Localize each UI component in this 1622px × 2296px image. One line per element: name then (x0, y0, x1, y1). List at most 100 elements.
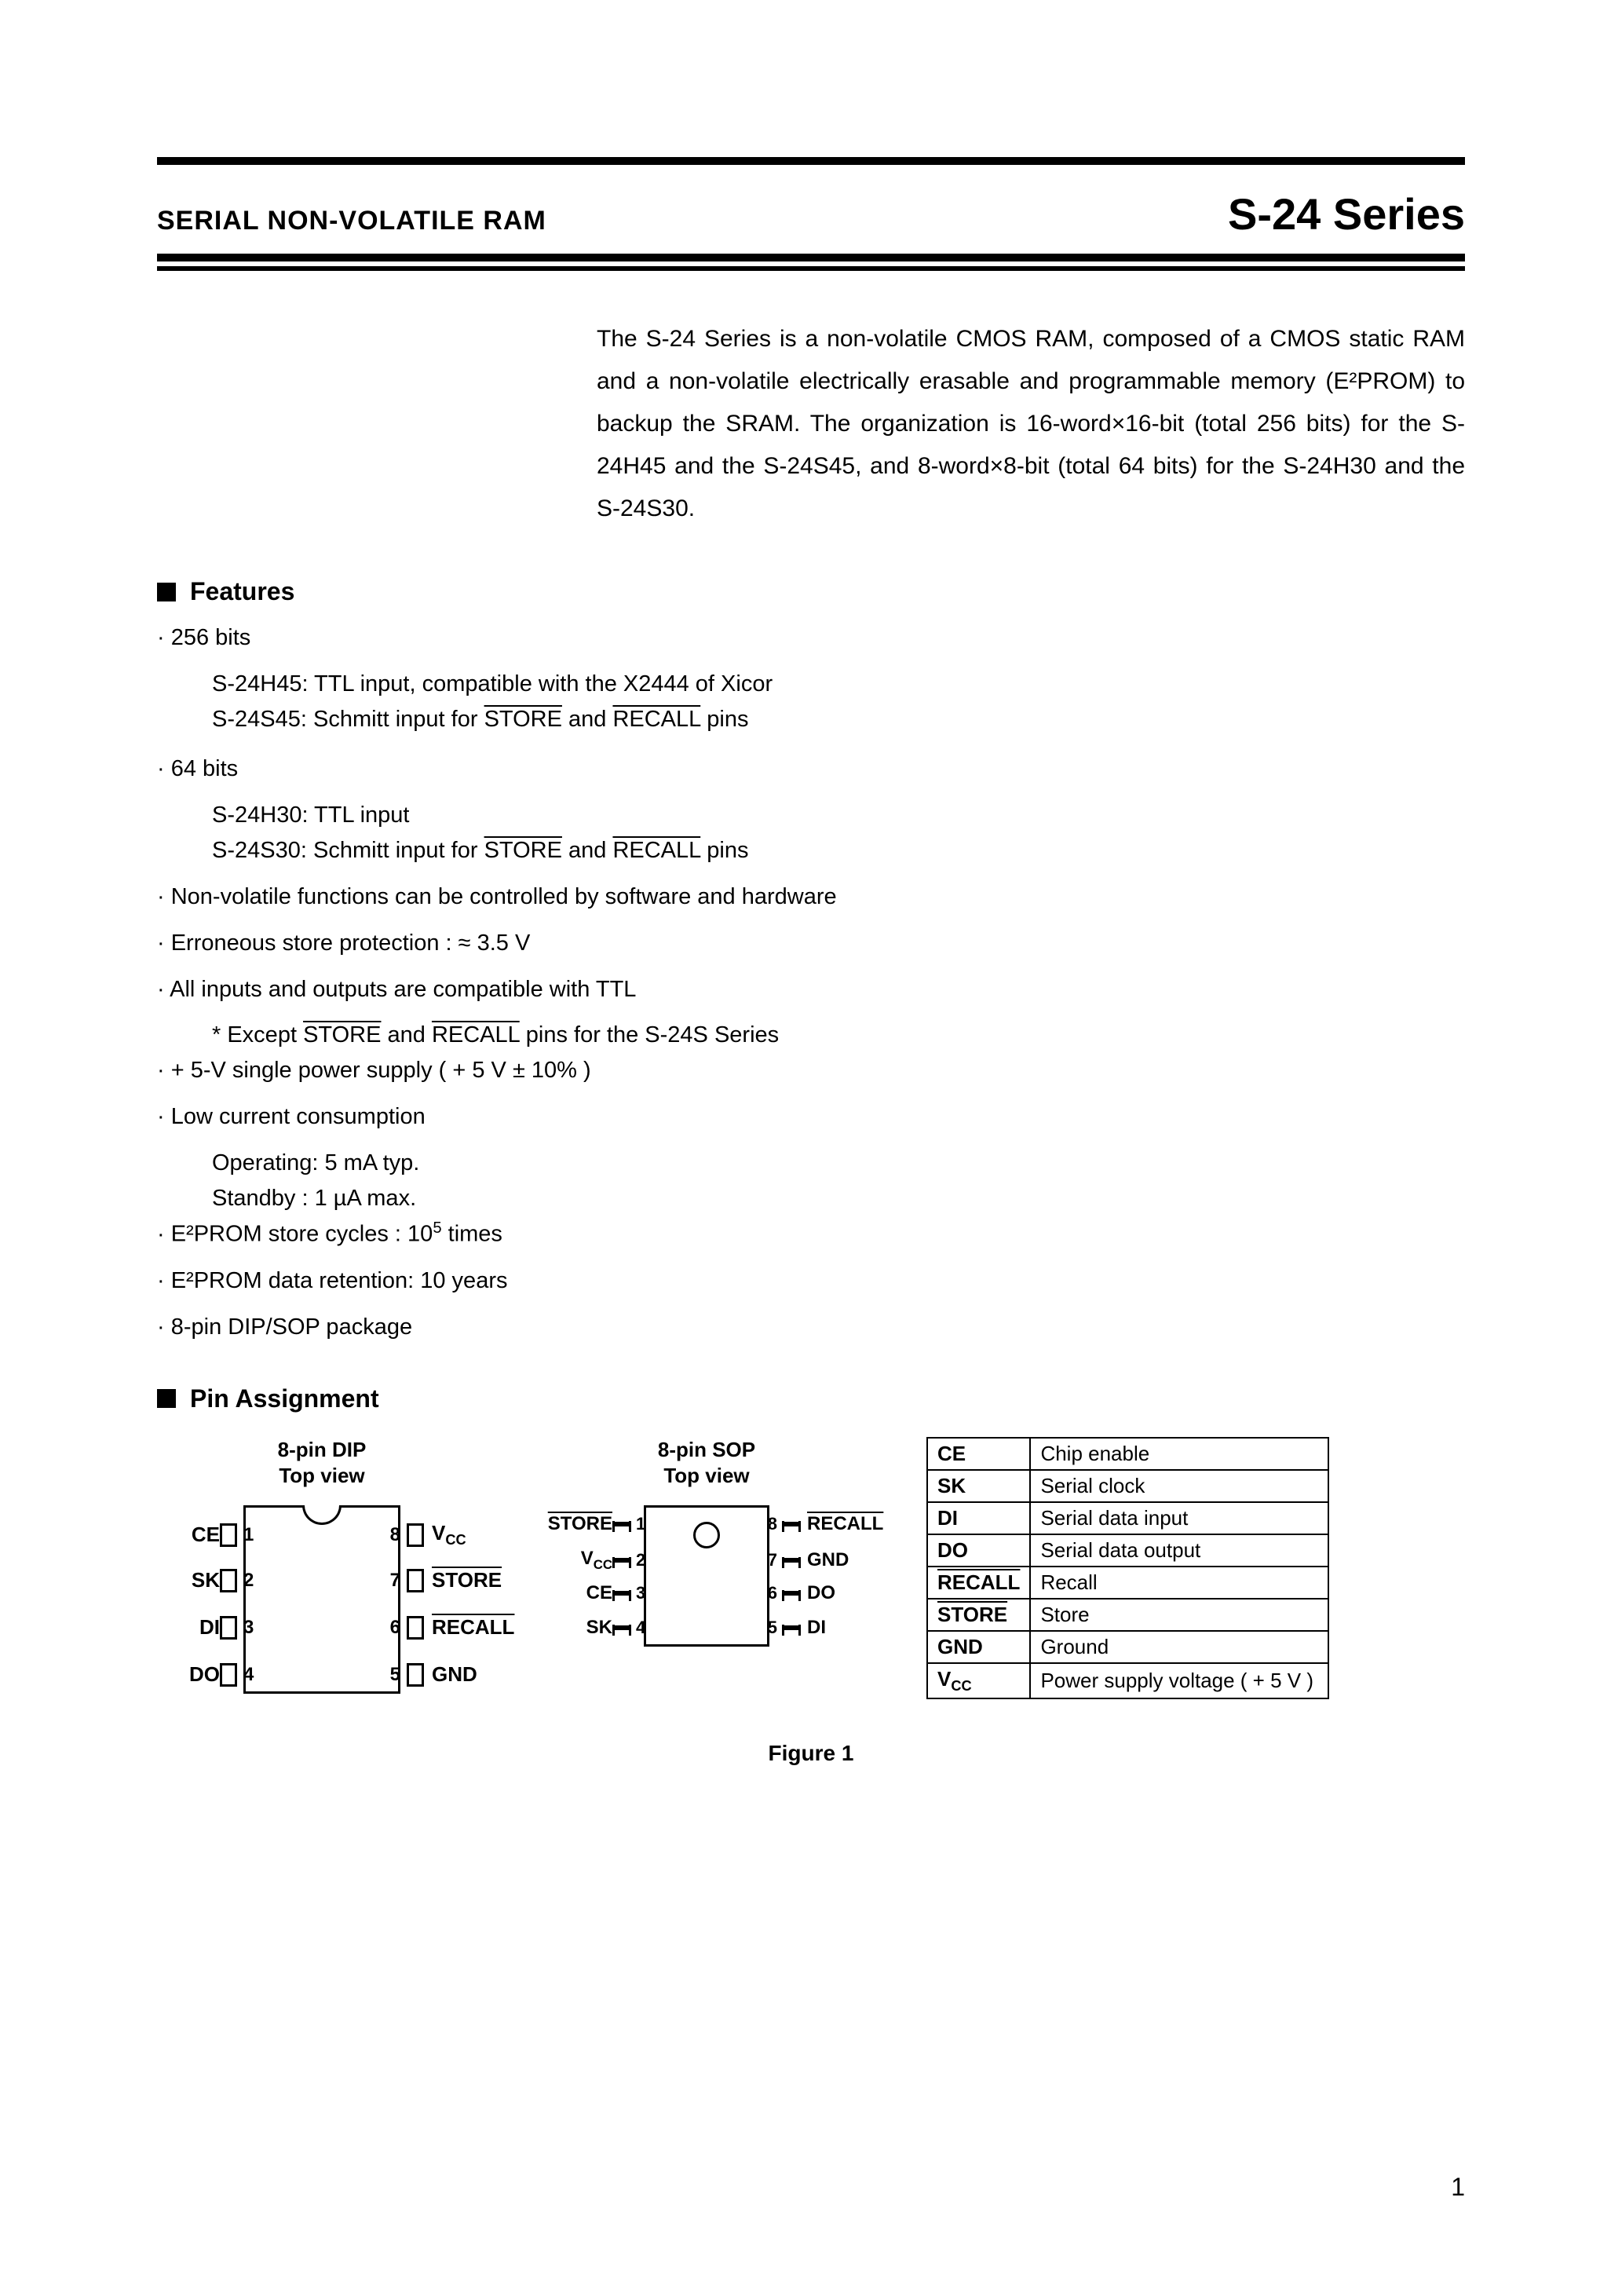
top-rule (157, 157, 1465, 165)
features-title: Features (190, 577, 294, 606)
sop-pin-row: SK45DI (534, 1617, 879, 1639)
pin-desc-cell: Recall (1030, 1567, 1328, 1599)
table-row: DOSerial data output (927, 1534, 1328, 1567)
sop-pin-label: SK (534, 1617, 612, 1639)
pin-desc-cell: Serial clock (1030, 1470, 1328, 1502)
pin-desc-cell: Chip enable (1030, 1438, 1328, 1470)
figure-caption: Figure 1 (157, 1741, 1465, 1766)
dip-pin-label: GND (424, 1662, 487, 1687)
pin-pad-icon (407, 1616, 424, 1640)
dip-pin-label: DI (157, 1615, 220, 1640)
txt: * Except (212, 1022, 303, 1047)
pin-name-cell: STORE (927, 1599, 1030, 1631)
feature-ttl: All inputs and outputs are compatible wi… (157, 972, 1465, 1007)
features-list: 256 bits S-24H45: TTL input, compatible … (157, 620, 1465, 1345)
table-row: VCCPower supply voltage ( + 5 V ) (927, 1663, 1328, 1698)
pin-pad-icon (407, 1663, 424, 1687)
table-row: STOREStore (927, 1599, 1328, 1631)
dip-block: 8-pin DIP Top view CE18VCCSK27STOREDI36R… (157, 1437, 487, 1702)
dip-pin-num: 2 (237, 1570, 261, 1592)
pin-desc-cell: Serial data input (1030, 1502, 1328, 1534)
pin-pad-icon (407, 1569, 424, 1592)
dip-pin-label: VCC (424, 1521, 487, 1548)
dip-pin-num: 1 (237, 1524, 261, 1546)
feature-low-op: Operating: 5 mA typ. (157, 1146, 1465, 1181)
pin-heading: Pin Assignment (157, 1384, 1465, 1413)
txt: Top view (279, 1464, 364, 1487)
txt: E²PROM store cycles : 10 (171, 1222, 433, 1247)
dip-pin-num: 7 (383, 1570, 407, 1592)
sop-pin-num: 3 (631, 1583, 652, 1603)
dip-pin-label: DO (157, 1662, 220, 1687)
pin-table: CEChip enableSKSerial clockDISerial data… (926, 1437, 1329, 1699)
table-row: SKSerial clock (927, 1470, 1328, 1502)
txt: S-24S45: Schmitt input for (212, 707, 484, 732)
dip-pin-label: STORE (424, 1568, 487, 1592)
dip-pin-row: DO45GND (157, 1662, 487, 1687)
series-title: S-24 Series (1228, 188, 1465, 239)
txt: S-24S30: Schmitt input for (212, 838, 484, 863)
pin-name-cell: GND (927, 1631, 1030, 1663)
sop-pin-num: 2 (631, 1550, 652, 1570)
sop-pin-num: 6 (762, 1583, 782, 1603)
pin-pad-icon (220, 1616, 237, 1640)
page: SERIAL NON-VOLATILE RAM S-24 Series The … (0, 0, 1622, 2296)
feature-256-sub2: S-24S45: Schmitt input for STORE and REC… (157, 702, 1465, 737)
feature-ps: + 5-V single power supply ( + 5 V ± 10% … (157, 1053, 1465, 1088)
exponent: 5 (433, 1219, 441, 1237)
intro-paragraph: The S-24 Series is a non-volatile CMOS R… (597, 318, 1465, 530)
feature-256-sub1: S-24H45: TTL input, compatible with the … (157, 667, 1465, 702)
recall-overline: RECALL (432, 1022, 520, 1047)
pin-name-cell: DO (927, 1534, 1030, 1567)
pin-name-cell: SK (927, 1470, 1030, 1502)
txt: pins (700, 707, 748, 732)
page-number: 1 (1451, 2173, 1465, 2202)
dip-title: 8-pin DIP Top view (157, 1437, 487, 1490)
dip-pin-num: 5 (383, 1664, 407, 1686)
pin-name-cell: RECALL (927, 1567, 1030, 1599)
table-row: DISerial data input (927, 1502, 1328, 1534)
sop-pin-num: 1 (631, 1514, 652, 1534)
feature-cycles: E²PROM store cycles : 105 times (157, 1216, 1465, 1252)
dip-pin-num: 8 (383, 1524, 407, 1546)
pin-pad-icon (612, 1522, 631, 1526)
sop-pin-row: CE36DO (534, 1582, 879, 1604)
txt: times (442, 1222, 502, 1247)
feature-retention: E²PROM data retention: 10 years (157, 1263, 1465, 1299)
sop-pin-num: 8 (762, 1514, 782, 1534)
pin-name-cell: DI (927, 1502, 1030, 1534)
feature-64-sub2: S-24S30: Schmitt input for STORE and REC… (157, 833, 1465, 868)
table-row: RECALLRecall (927, 1567, 1328, 1599)
pin-pad-icon (407, 1523, 424, 1547)
feature-ttl-note: * Except STORE and RECALL pins for the S… (157, 1018, 1465, 1053)
pin-pad-icon (782, 1625, 801, 1630)
txt: Top view (663, 1464, 749, 1487)
mid-rule-a (157, 254, 1465, 261)
subtitle: SERIAL NON-VOLATILE RAM (157, 206, 546, 236)
pin-title: Pin Assignment (190, 1384, 379, 1413)
feature-err: Erroneous store protection : ≈ 3.5 V (157, 926, 1465, 961)
feature-low-sb: Standby : 1 µA max. (157, 1181, 1465, 1216)
sop-pin-num: 7 (762, 1550, 782, 1570)
pin-pad-icon (782, 1522, 801, 1526)
sop-pin-row: STORE18RECALL (534, 1513, 879, 1535)
pin-desc-cell: Power supply voltage ( + 5 V ) (1030, 1663, 1328, 1698)
store-overline: STORE (484, 838, 562, 863)
recall-overline: RECALL (612, 707, 700, 732)
txt: and (381, 1022, 432, 1047)
features-heading: Features (157, 577, 1465, 606)
feature-low: Low current consumption (157, 1099, 1465, 1135)
pin-pad-icon (612, 1591, 631, 1596)
pin-desc-cell: Store (1030, 1599, 1328, 1631)
sop-pin-label: STORE (534, 1513, 612, 1535)
feature-64-sub1: S-24H30: TTL input (157, 798, 1465, 833)
dip-pin-label: SK (157, 1568, 220, 1592)
table-row: CEChip enable (927, 1438, 1328, 1470)
sop-pin-label: GND (801, 1549, 879, 1571)
pin-name-cell: CE (927, 1438, 1030, 1470)
feature-nv: Non-volatile functions can be controlled… (157, 879, 1465, 915)
sop-pin-num: 5 (762, 1618, 782, 1638)
sop-pin-label: DI (801, 1617, 879, 1639)
pin-pad-icon (220, 1569, 237, 1592)
mid-rule-b (157, 266, 1465, 271)
